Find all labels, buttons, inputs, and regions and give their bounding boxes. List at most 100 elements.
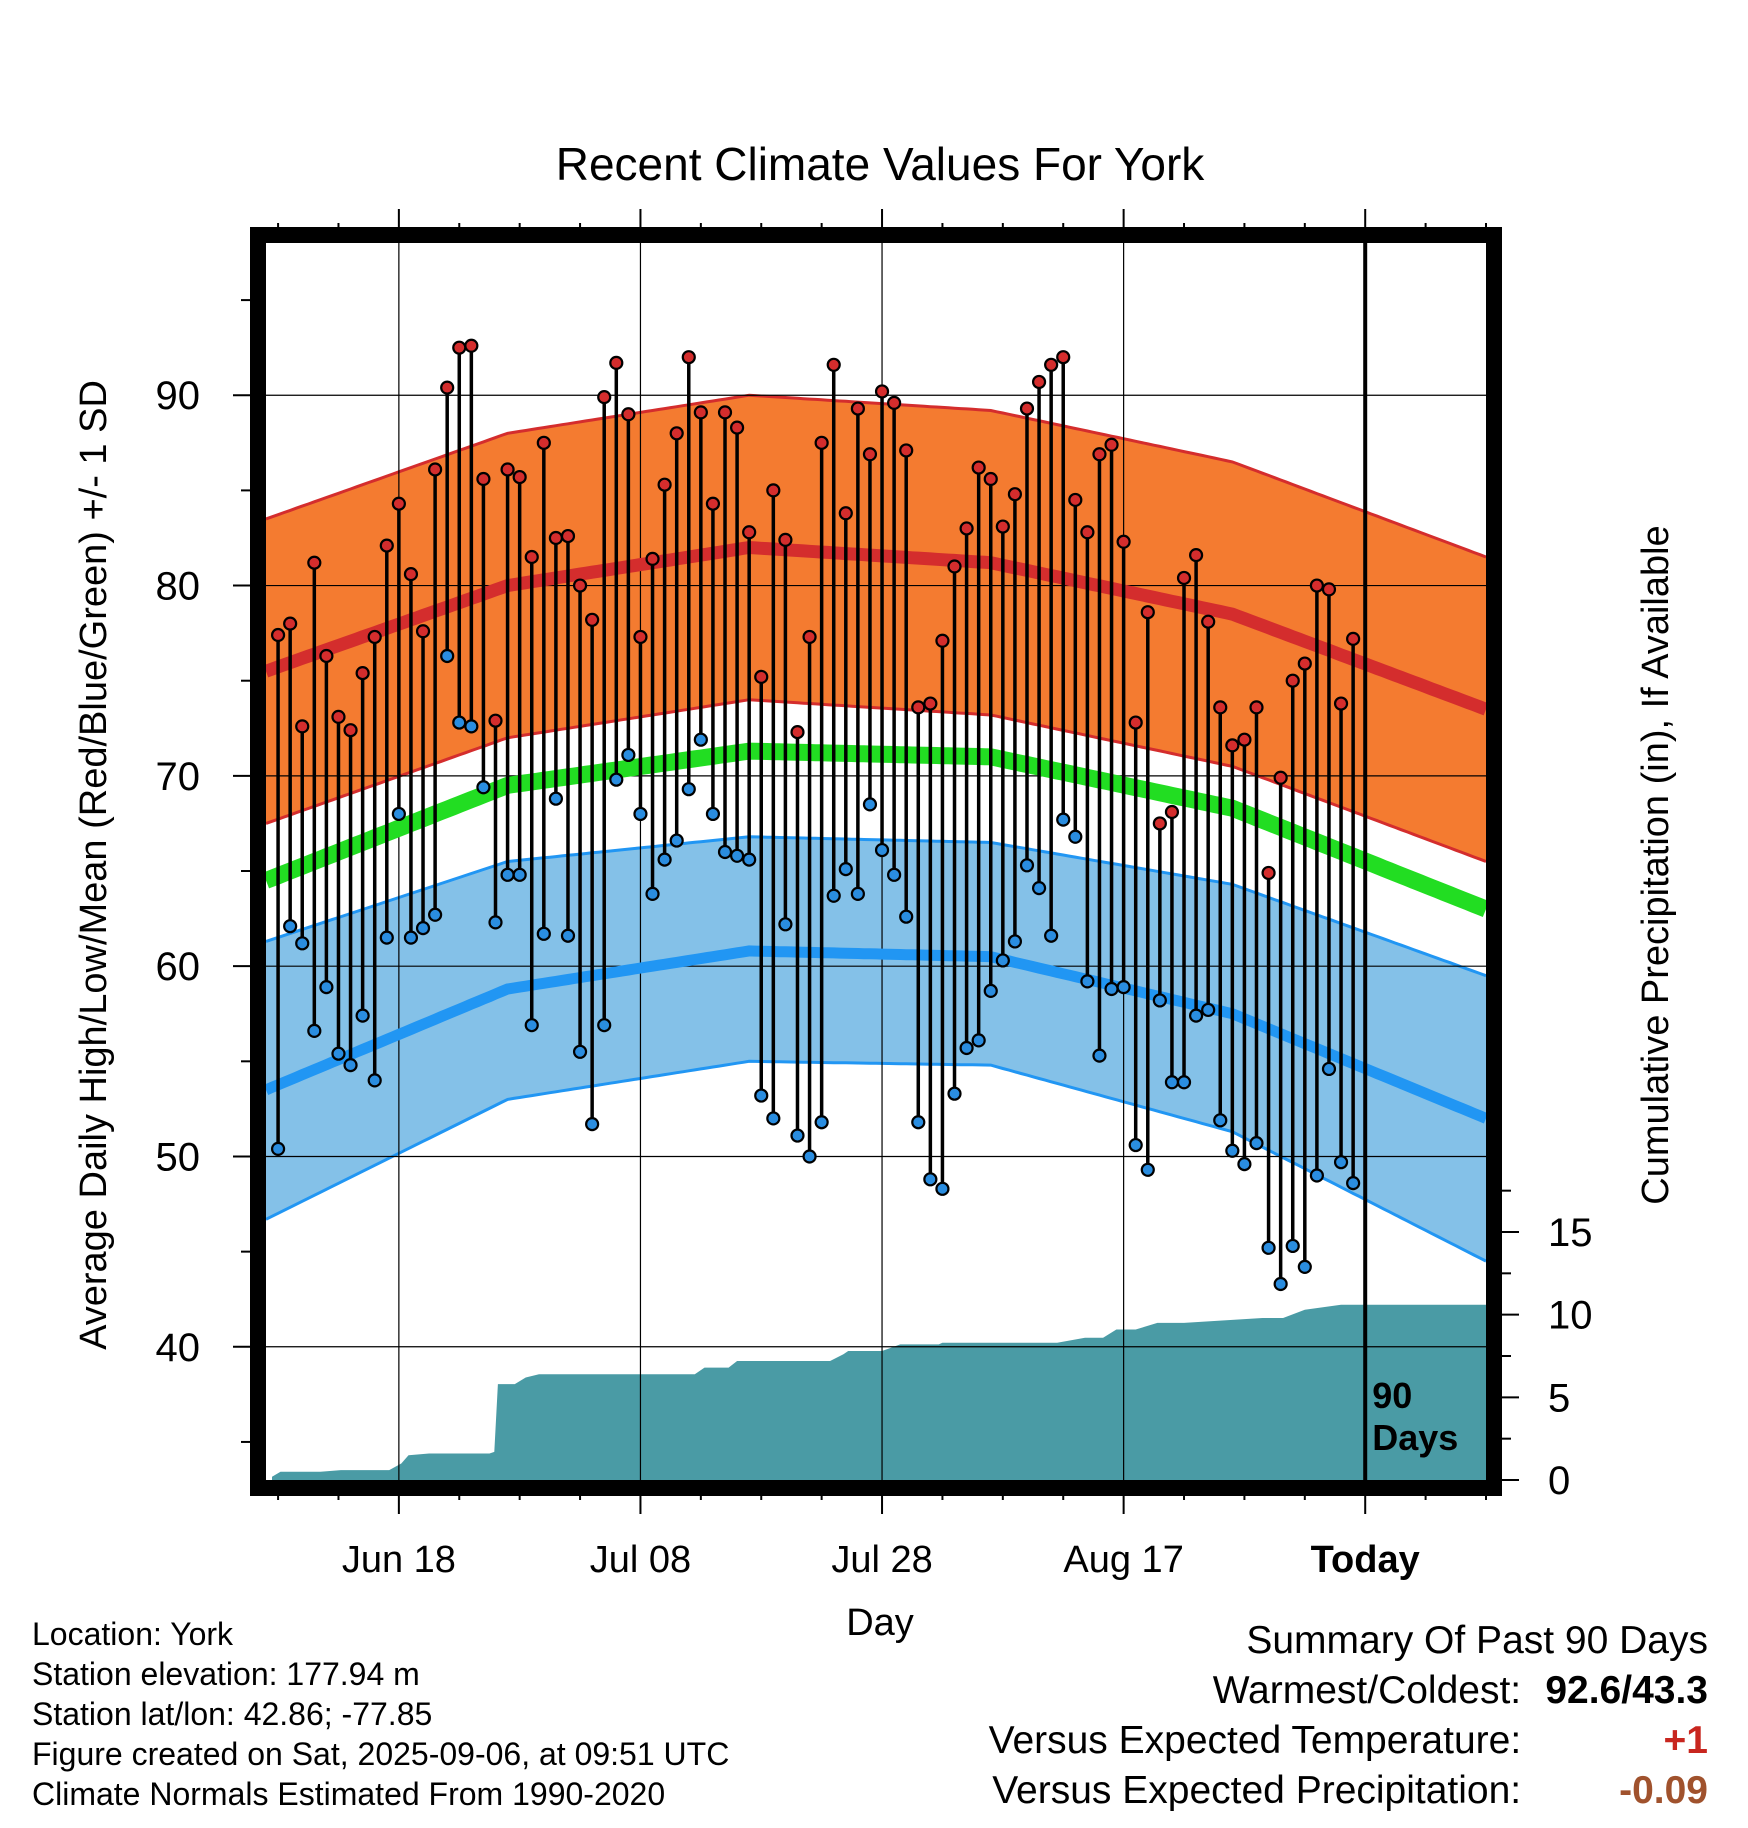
daily-high-point bbox=[391, 496, 406, 511]
daily-low-point bbox=[826, 888, 841, 903]
daily-high-point bbox=[959, 521, 974, 536]
y2-tick-label: 15 bbox=[1548, 1211, 1593, 1255]
daily-low-point bbox=[1285, 1238, 1300, 1254]
daily-high-point bbox=[790, 724, 805, 740]
axes: 40 50 60 70 80 90 0 5 10 15 Jun 18 Jul 08 Jul 28 Aug … bbox=[156, 209, 1593, 1581]
daily-high-point bbox=[1164, 804, 1180, 820]
precip-vs-expected-label: Versus Expected Precipitation: bbox=[992, 1769, 1522, 1812]
daily-low-point bbox=[1321, 1061, 1337, 1077]
temp-vs-expected-label: Versus Expected Temperature: bbox=[988, 1719, 1522, 1762]
station-info: Location: York Station elevation: 177.94… bbox=[32, 1614, 729, 1814]
normal-mean-line bbox=[262, 742, 1490, 917]
today-marker-label: 90 bbox=[1372, 1375, 1412, 1416]
daily-low-point bbox=[923, 1172, 938, 1187]
daily-high-point bbox=[754, 669, 769, 685]
daily-low-point bbox=[403, 930, 419, 945]
daily-high-point bbox=[1140, 605, 1155, 620]
daily-high-point bbox=[307, 555, 322, 570]
daily-high-point bbox=[778, 532, 793, 547]
daily-high-point bbox=[693, 405, 708, 420]
summary-title: Summary Of Past 90 Days bbox=[1246, 1619, 1708, 1662]
daily-high-point bbox=[911, 700, 926, 715]
daily-low-point bbox=[1068, 829, 1083, 844]
daily-high-point bbox=[669, 426, 684, 441]
daily-low-point bbox=[379, 930, 394, 945]
daily-low-point bbox=[633, 806, 648, 822]
daily-high-point bbox=[270, 627, 286, 643]
daily-low-point bbox=[1128, 1137, 1143, 1153]
daily-high-point bbox=[1321, 582, 1337, 597]
daily-low-point bbox=[1188, 1008, 1204, 1023]
daily-low-point bbox=[270, 1141, 286, 1156]
daily-high-point bbox=[838, 506, 853, 521]
daily-low-point bbox=[850, 886, 865, 901]
daily-high-point bbox=[1068, 492, 1083, 508]
daily-high-point bbox=[899, 443, 914, 458]
daily-high-point bbox=[1201, 614, 1216, 629]
daily-high-point bbox=[1188, 548, 1204, 563]
daily-high-point bbox=[1128, 715, 1143, 730]
daily-high-point bbox=[621, 407, 636, 422]
daily-high-point bbox=[331, 709, 346, 724]
daily-high-point bbox=[319, 648, 334, 664]
daily-low-point bbox=[464, 719, 479, 734]
low-band-lower-edge bbox=[265, 1059, 1487, 1263]
daily-low-point bbox=[283, 919, 298, 934]
daily-low-point bbox=[1225, 1143, 1240, 1158]
daily-high-point bbox=[657, 477, 672, 492]
daily-low-point bbox=[1309, 1168, 1324, 1183]
daily-low-point bbox=[307, 1023, 322, 1038]
daily-low-point bbox=[476, 780, 491, 795]
daily-low-point bbox=[440, 648, 455, 664]
daily-low-point bbox=[452, 715, 467, 730]
latlon-text: Station lat/lon: 42.86; -77.85 bbox=[32, 1696, 433, 1732]
plot-frame bbox=[250, 227, 1502, 1496]
daily-low-point bbox=[899, 909, 914, 924]
warmest-coldest-value: 92.6/43.3 bbox=[1545, 1669, 1708, 1712]
daily-high-point bbox=[452, 340, 467, 355]
daily-high-point bbox=[947, 559, 962, 574]
today-marker-label: Days bbox=[1372, 1417, 1458, 1458]
daily-high-point bbox=[923, 696, 938, 711]
daily-low-point bbox=[367, 1073, 382, 1088]
daily-low-point bbox=[935, 1181, 950, 1196]
low-sd-band bbox=[266, 836, 1486, 1262]
daily-low-point bbox=[959, 1040, 974, 1056]
daily-high-point bbox=[633, 629, 648, 645]
daily-low-point bbox=[681, 782, 696, 797]
daily-high-point bbox=[609, 355, 624, 370]
daily-low-point bbox=[415, 921, 431, 936]
daily-high-point bbox=[1080, 525, 1095, 540]
daily-high-point bbox=[1309, 578, 1324, 593]
x-tick-label: Jul 08 bbox=[590, 1539, 691, 1581]
precip-vs-expected-row: Versus Expected Precipitation: -0.09 bbox=[989, 1766, 1708, 1816]
daily-high-point bbox=[874, 384, 890, 399]
daily-high-point bbox=[585, 612, 600, 627]
daily-high-point bbox=[1044, 357, 1059, 372]
daily-high-point bbox=[681, 350, 696, 365]
daily-high-point bbox=[560, 528, 576, 544]
daily-low-point bbox=[1092, 1048, 1107, 1063]
daily-high-point bbox=[1333, 696, 1349, 711]
daily-low-point bbox=[548, 791, 564, 806]
daily-low-point bbox=[1140, 1162, 1155, 1177]
daily-high-point bbox=[440, 380, 455, 395]
daily-high-point bbox=[742, 525, 757, 540]
normal-bands bbox=[265, 393, 1487, 1263]
low-band-upper-edge bbox=[265, 835, 1487, 978]
daily-high-point bbox=[403, 567, 419, 582]
daily-low-point bbox=[1249, 1136, 1264, 1151]
daily-low-point bbox=[1152, 993, 1167, 1008]
high-sd-band bbox=[266, 395, 1486, 862]
daily-high-point bbox=[1176, 570, 1192, 586]
daily-high-point bbox=[1104, 437, 1119, 452]
daily-high-point bbox=[1249, 700, 1264, 715]
daily-high-point bbox=[464, 338, 479, 353]
y-tick-label: 70 bbox=[156, 755, 201, 799]
elevation-text: Station elevation: 177.94 m bbox=[32, 1656, 420, 1692]
daily-low-point bbox=[355, 1008, 370, 1023]
daily-low-point bbox=[669, 833, 684, 848]
daily-high-point bbox=[1019, 401, 1035, 416]
daily-low-point bbox=[947, 1086, 962, 1101]
